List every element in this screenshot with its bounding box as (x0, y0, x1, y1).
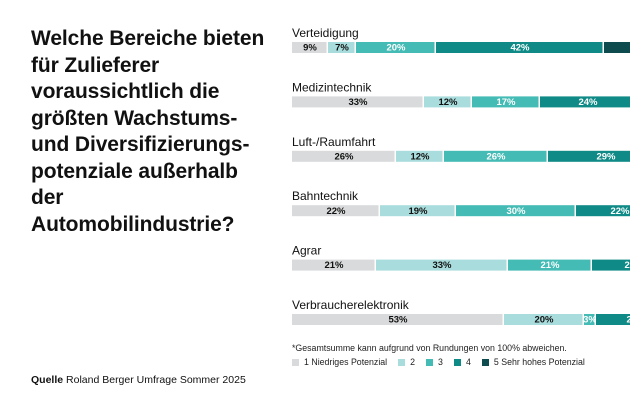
bar-segment (396, 150, 443, 162)
data-label: 3% (583, 315, 597, 326)
legend-item-3: 3 (426, 357, 443, 367)
legend-swatch-1 (292, 358, 299, 366)
bar-segment (540, 96, 630, 108)
data-label: 26% (334, 151, 354, 162)
data-label: 33% (432, 260, 452, 271)
legend-item-4: 4 (453, 357, 471, 367)
legend-item-2: 2 (398, 357, 415, 367)
data-label: 7% (335, 43, 349, 54)
legend-label-1: 1 Niedriges Potenzial (304, 357, 388, 367)
chart-title: Welche Bereiche bieten für Zulieferer vo… (31, 27, 265, 236)
data-label: 22% (610, 206, 630, 217)
category-label: Verbraucherelektronik (292, 298, 410, 312)
legend-item-5: 5 Sehr hohes Potenzial (481, 357, 585, 367)
bar-segment (548, 150, 630, 162)
bar-segment (424, 96, 471, 108)
bar-segment (292, 42, 327, 53)
legend-label-5: 5 Sehr hohes Potenzial (493, 357, 585, 367)
data-label: 21% (324, 260, 344, 271)
bar-segment (472, 96, 539, 108)
data-label: 22% (326, 206, 346, 217)
bar-segment (292, 205, 379, 217)
legend-swatch-2 (398, 358, 406, 366)
legend-item-1: 1 Niedriges Potenzial (292, 357, 387, 367)
bar-segment (596, 314, 630, 325)
bar-segment (292, 96, 423, 108)
data-label: 12% (410, 151, 430, 162)
data-label: 21% (540, 260, 560, 271)
source: Quelle Roland Berger Umfrage Sommer 2025 (31, 374, 246, 386)
legend-swatch-5 (481, 358, 489, 366)
data-label: 21% (624, 260, 630, 271)
bar-segment (356, 42, 435, 53)
legend-swatch-3 (426, 358, 434, 366)
legend-label-4: 4 (465, 357, 471, 367)
data-label: 29% (596, 151, 616, 162)
bar-segment (292, 150, 395, 162)
legend: 1 Niedriges Potenzial 2 3 4 5 Sehr hohes… (292, 357, 596, 367)
category-label: Luft-/Raumfahrt (292, 135, 376, 149)
category-label: Verteidigung (292, 26, 359, 40)
legend-swatch-4 (453, 358, 461, 366)
data-label: 19% (408, 206, 428, 217)
data-label: 26% (486, 151, 506, 162)
bar-segment (508, 259, 591, 271)
data-label: 20% (534, 315, 554, 326)
source-text: Roland Berger Umfrage Sommer 2025 (66, 374, 246, 386)
bar-segment (380, 205, 455, 217)
bar-segment (292, 259, 375, 271)
bar-segment (592, 259, 630, 271)
bar-segment (604, 42, 630, 53)
source-label: Quelle (31, 374, 64, 386)
data-label: 30% (506, 206, 526, 217)
legend-label-3: 3 (438, 357, 443, 367)
bar-segment (436, 42, 603, 53)
bar-segment (504, 314, 583, 325)
bar-segment (292, 314, 503, 325)
data-label: 17% (496, 97, 516, 108)
data-label: 9% (303, 43, 317, 54)
footnote: *Gesamtsumme kann aufgrund von Rundungen… (292, 343, 567, 353)
data-label: 33% (348, 97, 368, 108)
category-label: Medizintechnik (292, 80, 372, 94)
data-label: 20% (386, 43, 406, 54)
bar-segment (576, 205, 630, 217)
data-label: 53% (388, 315, 408, 326)
category-label: Agrar (292, 244, 321, 258)
category-label: Bahntechnik (292, 189, 359, 203)
bar-segment (456, 205, 575, 217)
data-label: 12% (438, 97, 458, 108)
legend-label-2: 2 (410, 357, 416, 367)
data-label: 24% (578, 97, 598, 108)
data-label: 42% (510, 43, 530, 54)
data-label: 20% (626, 315, 630, 326)
bar-segment (376, 259, 507, 271)
bar-segment (584, 314, 595, 325)
bar-segment (328, 42, 355, 53)
bar-segment (444, 150, 547, 162)
